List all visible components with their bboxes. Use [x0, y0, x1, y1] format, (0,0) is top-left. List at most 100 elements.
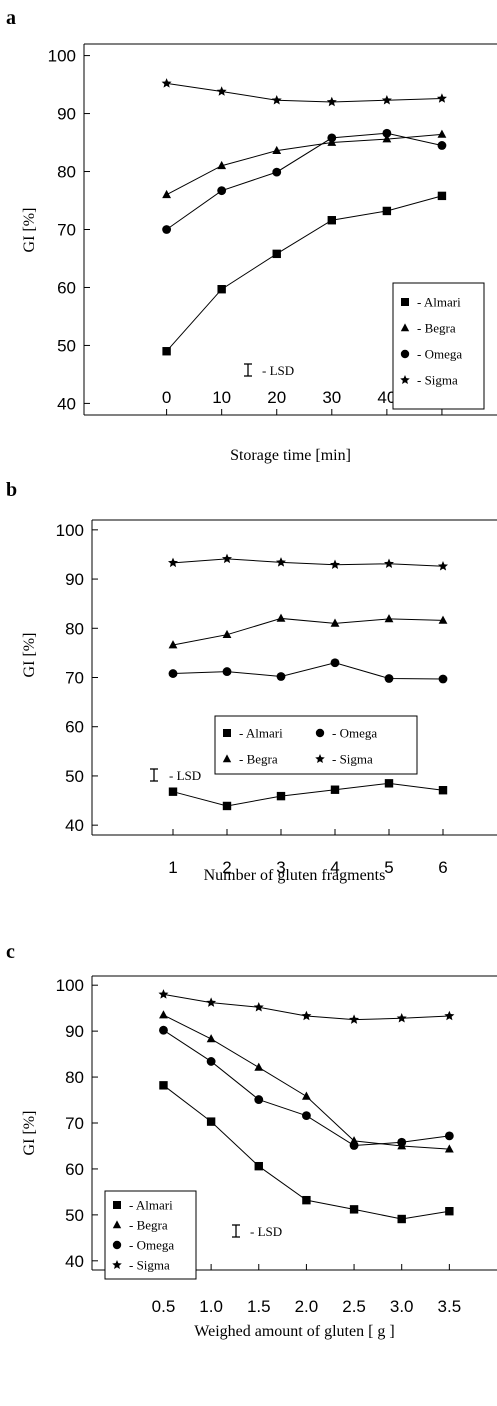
legend-item: - Sigma: [315, 752, 373, 767]
data-point-triangle: [254, 1062, 264, 1071]
y-tick-label: 70: [57, 221, 76, 240]
legend-label: - Begra: [129, 1218, 168, 1233]
data-point-square: [397, 1214, 406, 1224]
panel-letter: a: [6, 7, 16, 29]
series-circle: [168, 658, 448, 684]
y-tick-label: 60: [57, 278, 76, 297]
data-point-triangle: [272, 145, 282, 155]
x-tick-label: 1: [168, 858, 177, 877]
legend-marker-triangle: [222, 754, 232, 763]
data-point-star: [436, 93, 447, 103]
data-point-star: [271, 94, 282, 105]
x-tick-label: 10: [212, 388, 231, 407]
y-tick-label: 100: [56, 521, 84, 540]
x-tick-label: 2.0: [295, 1297, 319, 1316]
series-triangle: [162, 129, 447, 199]
data-point-circle: [437, 141, 447, 150]
data-point-circle: [168, 669, 178, 678]
data-point-star: [158, 989, 169, 999]
y-tick-label: 50: [65, 767, 84, 786]
data-point-square: [437, 191, 447, 201]
data-point-triangle: [162, 189, 172, 199]
series-line: [172, 662, 444, 680]
legend-item: - Sigma: [112, 1258, 170, 1273]
data-point-square: [438, 786, 448, 795]
data-point-star: [330, 559, 340, 570]
data-point-circle: [330, 658, 340, 668]
y-tick-label: 70: [65, 1114, 84, 1133]
data-point-triangle: [444, 1144, 454, 1153]
legend-item: - Sigma: [400, 373, 458, 388]
x-tick-label: 1.0: [199, 1297, 223, 1316]
data-point-square: [382, 206, 392, 216]
data-point-circle: [384, 674, 394, 683]
data-point-circle: [382, 128, 392, 138]
legend-label: - Almari: [239, 726, 283, 741]
data-point-square: [217, 285, 226, 294]
data-point-star: [326, 96, 337, 107]
series-square: [168, 779, 448, 811]
series-triangle: [168, 613, 448, 649]
data-point-square: [206, 1117, 216, 1126]
data-point-square: [302, 1195, 311, 1205]
y-tick-label: 40: [65, 1252, 84, 1271]
lsd-indicator: - LSD: [232, 1224, 282, 1239]
legend-marker-square: [223, 729, 231, 737]
legend-label: - Sigma: [417, 373, 458, 388]
data-point-star: [206, 997, 217, 1007]
y-tick-label: 40: [57, 394, 76, 413]
lsd-label: - LSD: [250, 1224, 282, 1239]
data-point-circle: [272, 167, 282, 177]
data-point-triangle: [159, 1010, 168, 1019]
lsd-indicator: - LSD: [244, 363, 294, 378]
legend-label: - Begra: [239, 752, 278, 767]
legend-label: - Omega: [332, 726, 377, 741]
legend-box: [214, 715, 418, 775]
legend-marker-square: [113, 1201, 121, 1209]
data-point-circle: [254, 1095, 264, 1104]
data-point-square: [445, 1207, 454, 1216]
x-tick-label: 2.5: [342, 1297, 366, 1316]
y-tick-label: 50: [57, 336, 76, 355]
data-point-star: [438, 561, 448, 571]
y-tick-label: 70: [65, 669, 84, 688]
y-tick-label: 90: [65, 570, 84, 589]
legend-label: - Almari: [417, 295, 461, 310]
y-tick-label: 90: [57, 105, 76, 124]
series-square: [162, 191, 447, 356]
y-tick-label: 100: [48, 47, 76, 66]
legend-marker-star: [112, 1260, 122, 1270]
data-point-star: [384, 558, 394, 569]
series-circle: [159, 1025, 454, 1150]
legend-item: - Begra: [222, 752, 278, 767]
data-point-triangle: [330, 618, 340, 627]
legend: - Almari - Begra - Omega - Sigma: [214, 715, 418, 775]
legend-item: - Omega: [400, 347, 462, 362]
data-point-triangle: [168, 640, 178, 649]
series-star: [161, 78, 447, 107]
lsd-label: - LSD: [169, 768, 201, 783]
legend-item: - Omega: [315, 726, 377, 741]
panel-c: c 40 50 60 70 80 90 100 0.5 1.0 1.5 2.0 2.5 3.0 3.5 Wei…: [6, 941, 497, 1340]
x-tick-label: 30: [322, 388, 341, 407]
data-point-star: [349, 1014, 360, 1024]
data-point-star: [161, 78, 172, 88]
data-point-star: [216, 86, 227, 96]
y-tick-label: 60: [65, 1160, 84, 1179]
series-line: [166, 195, 443, 352]
series-line: [163, 1029, 450, 1147]
legend: - Almari - Begra - Omega - Sigma: [104, 1190, 197, 1280]
data-point-circle: [327, 133, 337, 143]
y-tick-label: 80: [65, 1068, 84, 1087]
series-line: [166, 132, 443, 230]
data-point-square: [272, 249, 281, 259]
data-point-triangle: [438, 615, 448, 624]
y-tick-label: 40: [65, 816, 84, 835]
x-tick-label: 6: [438, 858, 447, 877]
legend: - Almari - Begra - Omega - Sigma: [392, 282, 485, 410]
legend-marker-square: [401, 298, 409, 306]
data-point-triangle: [206, 1034, 216, 1043]
data-point-triangle: [222, 629, 232, 639]
series-line: [172, 617, 444, 646]
